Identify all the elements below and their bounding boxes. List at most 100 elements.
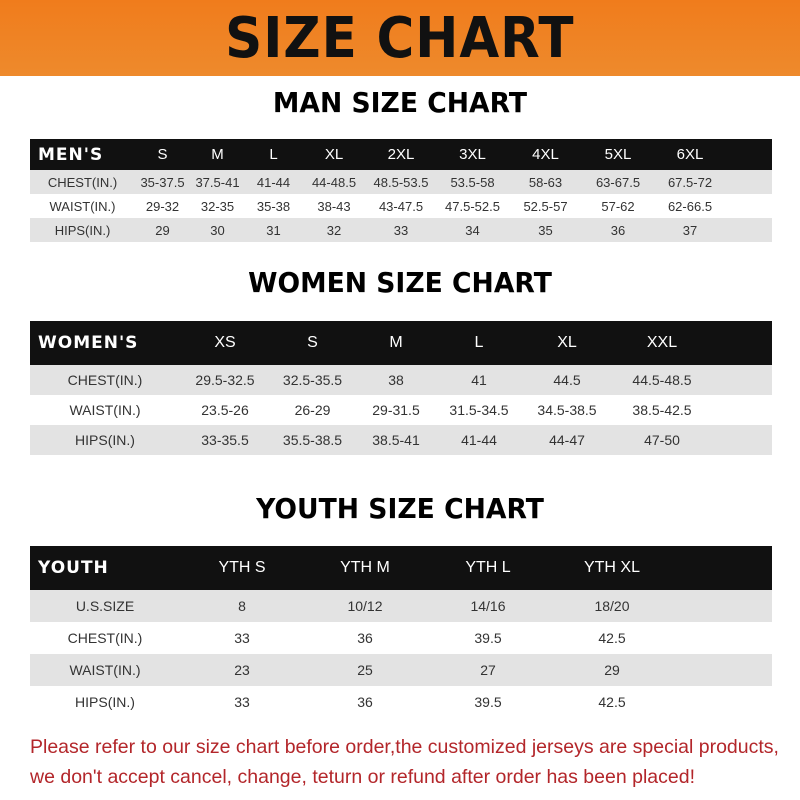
table-cell: 37 xyxy=(682,222,698,238)
table-header-row: YOUTH YTH S YTH M YTH L YTH XL xyxy=(30,546,772,590)
table-cell: 31.5-34.5 xyxy=(449,402,509,418)
table-cell: 29-32 xyxy=(145,198,180,214)
table-cell: 44.5 xyxy=(553,372,581,388)
table-cell: 34 xyxy=(465,222,480,238)
table-cell: 37.5-41 xyxy=(195,174,240,190)
table-cell: XXL xyxy=(646,334,678,351)
table-cell: 39.5 xyxy=(474,630,502,646)
table-row: WAIST(IN.) 23 25 27 29 xyxy=(30,654,772,686)
table-cell: M xyxy=(389,334,403,351)
table-cell: 44.5-48.5 xyxy=(632,372,692,388)
row-label: CHEST(IN.) xyxy=(67,630,143,646)
table-cell: M xyxy=(211,146,224,163)
row-label: YOUTH xyxy=(38,558,109,578)
table-cell: YTH XL xyxy=(583,559,640,576)
table-cell: 44-48.5 xyxy=(311,174,357,190)
row-label: WOMEN'S xyxy=(38,333,139,353)
table-cell: 25 xyxy=(357,662,373,678)
table-cell: 39.5 xyxy=(474,694,502,710)
table-cell: 41-44 xyxy=(256,174,291,190)
row-label: HIPS(IN.) xyxy=(75,432,135,448)
table-cell: 8 xyxy=(238,598,246,614)
women-section-title: WOMEN SIZE CHART xyxy=(248,266,552,299)
table-cell: 35-38 xyxy=(256,198,291,214)
table-cell: 63-67.5 xyxy=(595,174,641,190)
row-label: HIPS(IN.) xyxy=(54,222,111,238)
table-row: U.S.SIZE 8 10/12 14/16 18/20 xyxy=(30,590,772,622)
table-cell: 32 xyxy=(326,222,342,238)
table-cell: L xyxy=(269,146,278,163)
row-label: CHEST(IN.) xyxy=(47,174,118,190)
table-cell: 35.5-38.5 xyxy=(282,432,343,448)
table-row: HIPS(IN.) 29 30 31 32 33 34 35 36 37 xyxy=(30,218,772,242)
table-row: WAIST(IN.) 23.5-26 26-29 29-31.5 31.5-34.5 34… xyxy=(30,395,772,425)
table-cell: 35 xyxy=(538,222,553,238)
men-section-title: MAN SIZE CHART xyxy=(272,86,528,119)
table-cell: 41 xyxy=(471,372,487,388)
row-label: WAIST(IN.) xyxy=(69,402,141,418)
table-cell: XL xyxy=(557,334,577,351)
row-label: WAIST(IN.) xyxy=(69,662,141,678)
table-cell: 33 xyxy=(393,222,409,238)
table-cell: 47-50 xyxy=(644,432,680,448)
table-cell: 31 xyxy=(266,222,281,238)
table-row: CHEST(IN.) 33 36 39.5 42.5 xyxy=(30,622,772,654)
table-cell: 30 xyxy=(210,222,225,238)
women-size-table: WOMEN'S XS S M L XL XXL CHEST(IN.) 29.5-32.5 32.5… xyxy=(30,321,772,455)
table-cell: 36 xyxy=(610,222,626,238)
table-cell: 33-35.5 xyxy=(201,432,249,448)
notice-line-1: Please refer to our size chart before or… xyxy=(30,736,779,758)
table-cell: 44-47 xyxy=(549,432,585,448)
table-cell: 14/16 xyxy=(470,598,506,614)
table-cell: 47.5-52.5 xyxy=(445,198,500,214)
table-cell: 32.5-35.5 xyxy=(282,372,343,388)
table-row: CHEST(IN.) 29.5-32.5 32.5-35.5 38 41 44.5 44.5… xyxy=(30,365,772,395)
table-cell: 4XL xyxy=(532,146,559,163)
table-cell: 57-62 xyxy=(601,198,635,214)
table-cell: 62-66.5 xyxy=(667,198,713,214)
row-label: U.S.SIZE xyxy=(75,598,135,614)
table-cell: 29.5-32.5 xyxy=(195,372,255,388)
table-cell: 36 xyxy=(357,630,373,646)
table-cell: 29 xyxy=(155,222,170,238)
table-cell: YTH S xyxy=(218,559,266,576)
table-row: HIPS(IN.) 33-35.5 35.5-38.5 38.5-41 41-44 44-… xyxy=(30,425,772,455)
table-cell: 10/12 xyxy=(347,598,383,614)
table-cell: 38-43 xyxy=(317,198,351,214)
table-cell: 3XL xyxy=(459,146,486,163)
table-cell: 38.5-41 xyxy=(372,432,420,448)
table-cell: YTH M xyxy=(340,559,390,576)
table-cell: 38 xyxy=(388,372,404,388)
table-cell: 18/20 xyxy=(594,598,630,614)
table-cell: S xyxy=(157,146,168,163)
table-cell: YTH L xyxy=(465,559,511,576)
table-cell: 29-31.5 xyxy=(372,402,420,418)
table-cell: 2XL xyxy=(387,146,415,163)
table-cell: 53.5-58 xyxy=(450,174,495,190)
table-cell: XL xyxy=(324,146,344,163)
table-cell: S xyxy=(307,334,318,351)
table-cell: 42.5 xyxy=(598,694,626,710)
table-cell: 32-35 xyxy=(200,198,235,214)
table-cell: 42.5 xyxy=(598,630,626,646)
notice-line-2: we don't accept cancel, change, teturn o… xyxy=(30,766,695,788)
table-cell: 23.5-26 xyxy=(201,402,249,418)
table-cell: 41-44 xyxy=(461,432,497,448)
men-size-table: MEN'S S M L XL 2XL 3XL 4XL 5XL 6XL CHEST(IN.) 35-37… xyxy=(30,139,772,242)
table-cell: 23 xyxy=(234,662,250,678)
table-cell: 48.5-53.5 xyxy=(373,174,429,190)
row-label: WAIST(IN.) xyxy=(49,198,116,214)
table-cell: XS xyxy=(214,334,236,351)
youth-section-title: YOUTH SIZE CHART xyxy=(256,492,544,525)
table-cell: 58-63 xyxy=(528,174,563,190)
table-cell: 43-47.5 xyxy=(378,198,424,214)
page-title: SIZE CHART xyxy=(225,5,575,71)
table-cell: 33 xyxy=(234,630,250,646)
row-label: HIPS(IN.) xyxy=(75,694,135,710)
table-cell: 38.5-42.5 xyxy=(632,402,692,418)
table-cell: 36 xyxy=(357,694,373,710)
table-cell: 52.5-57 xyxy=(523,198,568,214)
table-cell: 6XL xyxy=(676,146,704,163)
table-cell: 5XL xyxy=(604,146,632,163)
row-label: CHEST(IN.) xyxy=(67,372,143,388)
